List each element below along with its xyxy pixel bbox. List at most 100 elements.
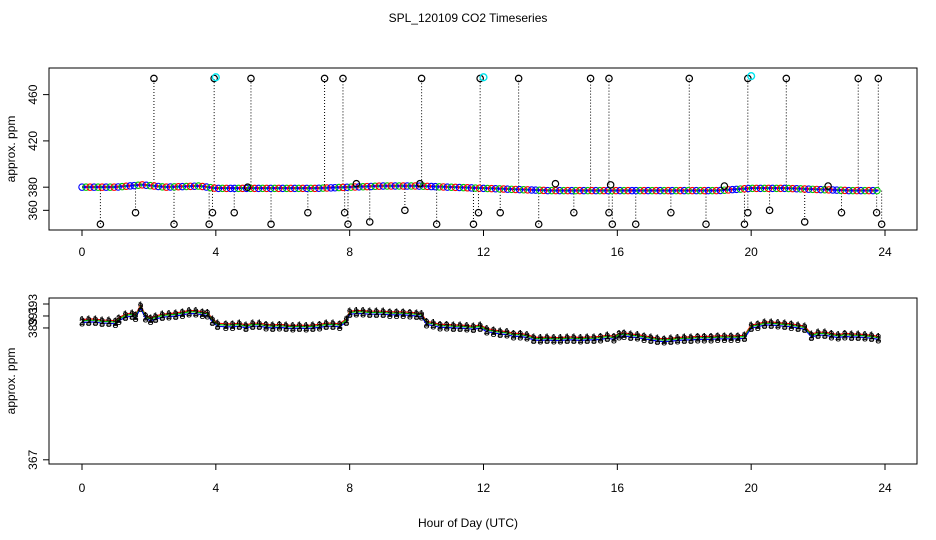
series-2-marker: 2 bbox=[741, 331, 747, 343]
top-baseline-point bbox=[684, 186, 693, 195]
series-1-marker: 1 bbox=[584, 332, 590, 344]
series-2-marker: 2 bbox=[106, 316, 112, 328]
series-3-marker: 3 bbox=[604, 333, 610, 345]
top-baseline-point bbox=[375, 182, 383, 190]
series-1-marker: 1 bbox=[407, 307, 413, 319]
top-baseline-point bbox=[399, 182, 407, 190]
series-3-marker: 3 bbox=[393, 310, 399, 322]
top-high-point bbox=[150, 74, 158, 83]
top-low-point bbox=[344, 220, 352, 229]
series-1-marker: 1 bbox=[641, 331, 647, 343]
series-2-marker: 2 bbox=[477, 321, 483, 333]
top-baseline-point bbox=[716, 186, 725, 195]
series-1-marker: 1 bbox=[616, 328, 622, 340]
top-baseline-point bbox=[266, 184, 275, 193]
series-2-marker: 2 bbox=[721, 332, 727, 344]
series-2-marker: 2 bbox=[815, 328, 821, 340]
series-3-marker: 3 bbox=[310, 323, 316, 335]
top-baseline-point bbox=[776, 184, 785, 193]
series-1-marker: 1 bbox=[517, 328, 523, 340]
series-1-marker: 1 bbox=[668, 333, 674, 345]
top-x-ticks: 0 4 8 12 16 20 24 bbox=[79, 230, 892, 259]
series-1-marker: 1 bbox=[604, 330, 610, 342]
top-baseline-point bbox=[572, 186, 580, 195]
series-2-marker: 2 bbox=[862, 331, 868, 343]
top-x-tick-label: 0 bbox=[79, 245, 86, 259]
series-1-marker: 1 bbox=[795, 320, 801, 332]
series-1-marker: 1 bbox=[159, 309, 165, 321]
top-baseline-point bbox=[291, 184, 299, 193]
series-3-marker: 3 bbox=[129, 311, 135, 323]
series-1-marker: 1 bbox=[621, 328, 627, 340]
series-1-marker: 1 bbox=[112, 316, 118, 328]
series-3-marker: 3 bbox=[761, 320, 767, 332]
series-2-marker: 2 bbox=[855, 330, 861, 342]
series-1-marker: 1 bbox=[230, 319, 236, 331]
series-1-marker: 1 bbox=[414, 308, 420, 320]
series-1-marker: 1 bbox=[728, 331, 734, 343]
top-mid-point bbox=[243, 183, 252, 191]
top-baseline-point bbox=[110, 183, 118, 191]
series-3-marker: 3 bbox=[424, 319, 430, 331]
top-high-point bbox=[782, 74, 791, 83]
series-1-marker: 1 bbox=[132, 310, 138, 322]
top-baseline-point bbox=[837, 186, 845, 195]
series-1-marker: 1 bbox=[808, 329, 814, 341]
series-1-marker: 1 bbox=[199, 307, 205, 319]
series-1-marker: 1 bbox=[802, 321, 808, 333]
series-1-marker: 1 bbox=[768, 317, 774, 329]
top-baseline-point bbox=[616, 186, 624, 195]
series-2-marker: 2 bbox=[591, 333, 597, 345]
series-2-marker: 2 bbox=[775, 319, 781, 331]
top-low-point bbox=[267, 220, 275, 229]
series-3-marker: 3 bbox=[347, 309, 353, 321]
series-2-marker: 2 bbox=[129, 309, 135, 321]
series-2-marker: 2 bbox=[616, 330, 622, 342]
top-mid-point bbox=[720, 182, 729, 190]
series-1-marker: 1 bbox=[735, 331, 741, 343]
series-2-marker: 2 bbox=[360, 307, 366, 319]
top-baseline-point bbox=[728, 185, 737, 194]
series-2-marker: 2 bbox=[137, 302, 143, 314]
top-baseline-point bbox=[166, 183, 175, 191]
series-1-marker: 1 bbox=[855, 329, 861, 341]
series-2-marker: 2 bbox=[380, 308, 386, 320]
series-3-marker: 3 bbox=[193, 309, 199, 321]
series-2-marker: 2 bbox=[708, 333, 714, 345]
series-3-marker: 3 bbox=[621, 331, 627, 343]
series-3-marker: 3 bbox=[173, 311, 179, 323]
series-3-marker: 3 bbox=[755, 322, 761, 334]
series-1-marker: 1 bbox=[504, 327, 510, 339]
top-baseline-point bbox=[126, 182, 134, 190]
top-baseline-point bbox=[423, 182, 432, 191]
top-panel: 0 4 8 12 16 20 24 360 380 420 460 approx. ppm bbox=[4, 67, 918, 259]
top-baseline-point bbox=[664, 186, 672, 195]
series-3-marker: 3 bbox=[571, 335, 577, 347]
series-2-marker: 2 bbox=[634, 331, 640, 343]
top-baseline-point bbox=[676, 186, 684, 195]
series-2-marker: 2 bbox=[263, 321, 269, 333]
top-baseline-point bbox=[254, 184, 263, 193]
series-3-marker: 3 bbox=[701, 334, 707, 346]
top-baseline-point bbox=[234, 184, 243, 193]
series-3-marker: 3 bbox=[668, 336, 674, 348]
series-3-marker: 3 bbox=[250, 321, 256, 333]
series-3-marker: 3 bbox=[209, 317, 215, 329]
top-baseline-point bbox=[162, 183, 171, 191]
series-3-marker: 3 bbox=[504, 330, 510, 342]
series-1-marker: 1 bbox=[143, 310, 149, 322]
top-baseline-point bbox=[507, 185, 516, 194]
top-baseline-point bbox=[612, 186, 620, 195]
series-2-marker: 2 bbox=[728, 332, 734, 344]
top-baseline-point bbox=[736, 185, 745, 193]
bottom-y-tick-label: 391 bbox=[26, 306, 40, 326]
top-baseline-point bbox=[138, 181, 146, 189]
series-1-marker: 1 bbox=[537, 333, 543, 345]
series-3-marker: 3 bbox=[815, 330, 821, 342]
series-2-marker: 2 bbox=[256, 319, 262, 331]
top-baseline-point bbox=[274, 184, 283, 193]
series-3-marker: 3 bbox=[353, 309, 359, 321]
series-1-marker: 1 bbox=[337, 319, 343, 331]
top-baseline-point bbox=[307, 184, 315, 193]
series-1-marker: 1 bbox=[353, 306, 359, 318]
